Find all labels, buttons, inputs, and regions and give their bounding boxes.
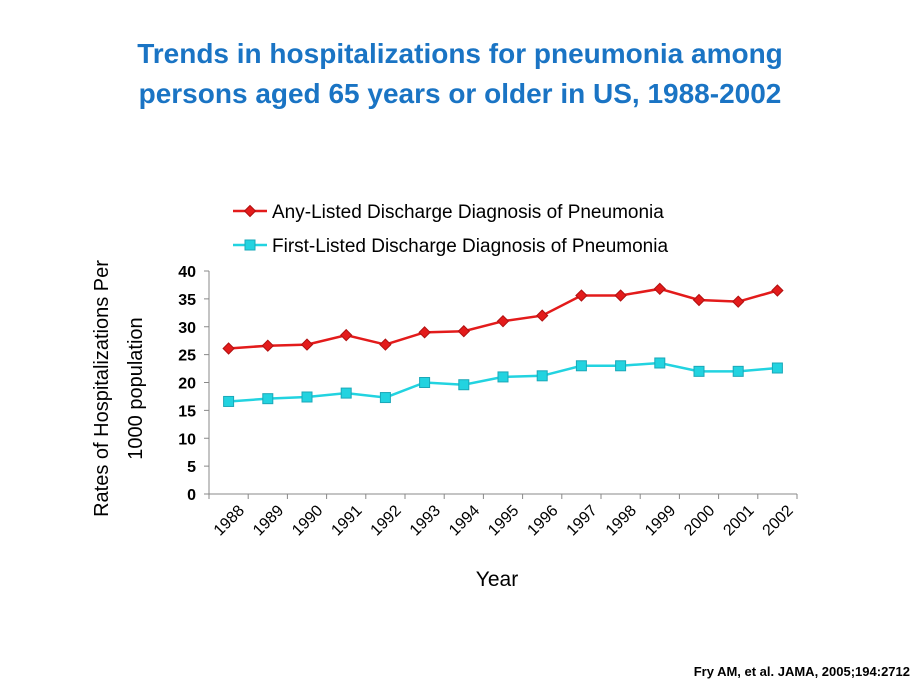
data-point-any-listed [496, 314, 510, 328]
legend-label-1: Any-Listed Discharge Diagnosis of Pneumo… [272, 202, 664, 223]
legend-label-2: First-Listed Discharge Diagnosis of Pneu… [272, 236, 668, 257]
data-point-any-listed [339, 328, 353, 342]
data-point-first-listed [458, 379, 470, 391]
y-axis-title-line-1: Rates of Hospitalizations Per [91, 260, 113, 517]
y-tick-label: 0 [187, 487, 196, 504]
data-point-any-listed [614, 289, 627, 302]
data-point-first-listed [223, 395, 235, 407]
data-point-first-listed [615, 360, 627, 372]
x-tick-label: 1992 [368, 502, 405, 539]
y-axis-title-line-2: 1000 population [125, 317, 147, 459]
data-point-first-listed [379, 392, 391, 404]
x-tick-label: 1994 [446, 502, 483, 539]
x-tick-label: 1996 [524, 502, 561, 539]
data-point-any-listed [379, 338, 392, 351]
citation: Fry AM, et al. JAMA, 2005;194:2712 [693, 664, 910, 679]
y-tick-label: 30 [178, 320, 196, 337]
data-point-any-listed [692, 293, 706, 307]
data-point-first-listed [340, 387, 352, 399]
x-axis-title: Year [476, 568, 518, 591]
data-point-any-listed [575, 289, 588, 302]
x-tick-label: 1995 [485, 502, 522, 539]
y-tick-label: 20 [178, 376, 196, 393]
y-tick-label: 40 [178, 264, 196, 281]
data-point-any-listed [731, 295, 745, 308]
legend-marker-square [244, 239, 256, 251]
data-point-first-listed [693, 365, 705, 377]
data-point-first-listed [771, 362, 783, 374]
y-tick-label: 5 [187, 459, 196, 476]
x-tick-label: 2002 [760, 502, 797, 539]
title-line-1: Trends in hospitalizations for pneumonia… [137, 38, 783, 69]
y-tick-label: 35 [178, 292, 196, 309]
legend-marker-diamond [243, 204, 257, 218]
data-point-any-listed [300, 338, 314, 351]
x-tick-label: 1989 [250, 502, 287, 539]
data-point-any-listed [535, 309, 549, 322]
page-title: Trends in hospitalizations for pneumonia… [60, 34, 860, 114]
x-tick-label: 2000 [681, 502, 718, 539]
x-tick-label: 1990 [289, 502, 326, 539]
data-point-first-listed [497, 371, 509, 383]
y-tick-label: 15 [178, 403, 196, 420]
x-tick-label: 1991 [328, 502, 365, 539]
data-point-first-listed [536, 370, 548, 382]
x-tick-label: 2001 [720, 502, 757, 539]
x-tick-label: 1997 [564, 502, 601, 539]
data-point-first-listed [262, 393, 274, 405]
x-tick-label: 1988 [211, 502, 248, 539]
x-tick-label: 1998 [603, 502, 640, 539]
data-point-first-listed [575, 360, 587, 372]
y-tick-label: 10 [178, 431, 196, 448]
title-line-2: persons aged 65 years or older in US, 19… [138, 78, 782, 109]
x-tick-label: 1999 [642, 502, 679, 539]
data-point-any-listed [653, 282, 667, 296]
data-point-first-listed [301, 391, 313, 403]
data-point-any-listed [771, 284, 784, 297]
x-tick-label: 1993 [407, 502, 444, 539]
data-point-any-listed [418, 326, 431, 339]
data-point-first-listed [419, 377, 431, 388]
data-point-any-listed [261, 339, 275, 352]
y-tick-label: 25 [178, 348, 196, 365]
data-point-any-listed [457, 325, 471, 338]
data-point-any-listed [222, 342, 235, 355]
data-point-first-listed [732, 365, 744, 377]
data-point-first-listed [654, 357, 666, 369]
